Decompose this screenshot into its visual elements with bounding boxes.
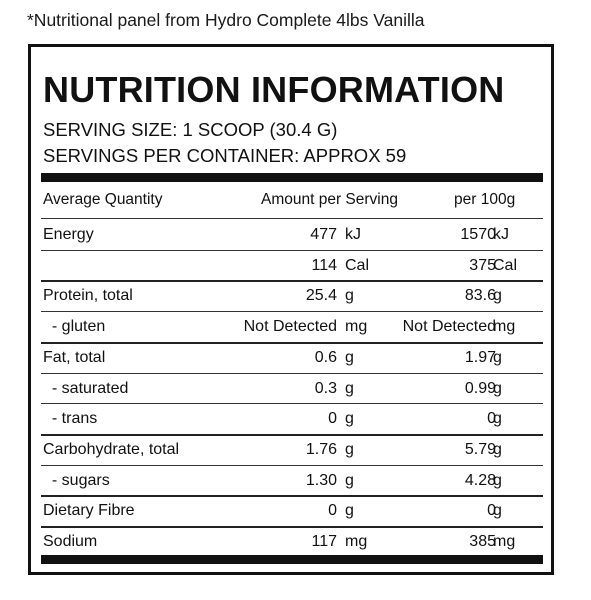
serving-unit: g — [345, 287, 354, 304]
serving-value: 0 — [328, 502, 337, 519]
per100-unit: kJ — [493, 226, 509, 243]
header-divider — [41, 218, 543, 219]
per100-unit: g — [493, 410, 502, 427]
nutrition-panel: NUTRITION INFORMATION SERVING SIZE: 1 SC… — [28, 44, 554, 575]
serving-unit: g — [345, 502, 354, 519]
per100-unit: mg — [493, 318, 516, 335]
serving-unit: g — [345, 349, 354, 366]
nutrient-label: - trans — [43, 410, 98, 427]
serving-unit: g — [345, 441, 354, 458]
panel-title: NUTRITION INFORMATION — [43, 69, 505, 110]
serving-value: 0.3 — [314, 380, 337, 397]
per100-value: 0 — [487, 410, 496, 427]
serving-unit: g — [345, 410, 354, 427]
nutrient-label: Protein, total — [43, 287, 133, 304]
row-divider — [41, 434, 543, 436]
per100-unit: g — [493, 349, 502, 366]
per100-value: 0 — [487, 502, 496, 519]
serving-unit: mg — [345, 533, 368, 550]
nutrient-label: Sodium — [43, 533, 98, 550]
header-average-quantity: Average Quantity — [43, 191, 163, 208]
serving-unit: g — [345, 380, 354, 397]
per100-value: 0.99 — [464, 380, 496, 397]
nutrient-label: Fat, total — [43, 349, 106, 366]
row-divider — [41, 250, 543, 251]
per100-value: 385 — [469, 533, 496, 550]
per100-value: 375 — [469, 257, 496, 274]
per100-unit: mg — [493, 533, 516, 550]
row-divider — [41, 495, 543, 497]
row-divider — [41, 403, 543, 404]
per100-unit: Cal — [493, 257, 518, 274]
header-per-100g: per 100g — [454, 191, 516, 208]
row-divider — [41, 373, 543, 374]
serving-value: 1.30 — [305, 472, 337, 489]
row-divider — [41, 280, 543, 282]
serving-unit: Cal — [345, 257, 370, 274]
serving-value: 0 — [328, 410, 337, 427]
per100-unit: g — [493, 472, 502, 489]
nutrient-label: Energy — [43, 226, 94, 243]
serving-value: 117 — [311, 533, 337, 550]
per100-unit: g — [493, 287, 502, 304]
row-divider — [41, 526, 543, 528]
row-divider — [41, 342, 543, 344]
per100-value: 5.79 — [464, 441, 496, 458]
serving-value: 477 — [310, 226, 337, 243]
nutrient-label: - sugars — [43, 472, 110, 489]
serving-unit: kJ — [345, 226, 361, 243]
header-amount-per-serving: Amount per Serving — [261, 191, 398, 208]
per100-value: 1570 — [460, 226, 496, 243]
per100-unit: g — [493, 380, 502, 397]
serving-value: 1.76 — [305, 441, 337, 458]
serving-value: 0.6 — [314, 349, 337, 366]
bottom-divider — [41, 555, 543, 564]
servings-per-container: SERVINGS PER CONTAINER: APPROX 59 — [43, 145, 407, 166]
nutrient-label: Carbohydrate, total — [43, 441, 180, 458]
row-divider — [41, 311, 543, 312]
serving-unit: g — [345, 472, 354, 489]
serving-size: SERVING SIZE: 1 SCOOP (30.4 G) — [43, 119, 338, 140]
serving-unit: mg — [345, 318, 368, 335]
per100-value: 4.28 — [464, 472, 496, 489]
serving-value: 25.4 — [305, 287, 337, 304]
serving-value: 114 — [311, 257, 337, 274]
per100-value: 1.97 — [464, 349, 496, 366]
serving-value: Not Detected — [243, 318, 337, 335]
per100-value: Not Detected — [402, 318, 496, 335]
nutrient-label: - gluten — [43, 318, 106, 335]
per100-value: 83.6 — [464, 287, 496, 304]
nutrient-label: Dietary Fibre — [43, 502, 135, 519]
per100-unit: g — [493, 441, 502, 458]
image-caption: *Nutritional panel from Hydro Complete 4… — [27, 10, 425, 30]
per100-unit: g — [493, 502, 502, 519]
top-divider — [41, 173, 543, 182]
row-divider — [41, 465, 543, 466]
nutrient-label: - saturated — [43, 380, 129, 397]
